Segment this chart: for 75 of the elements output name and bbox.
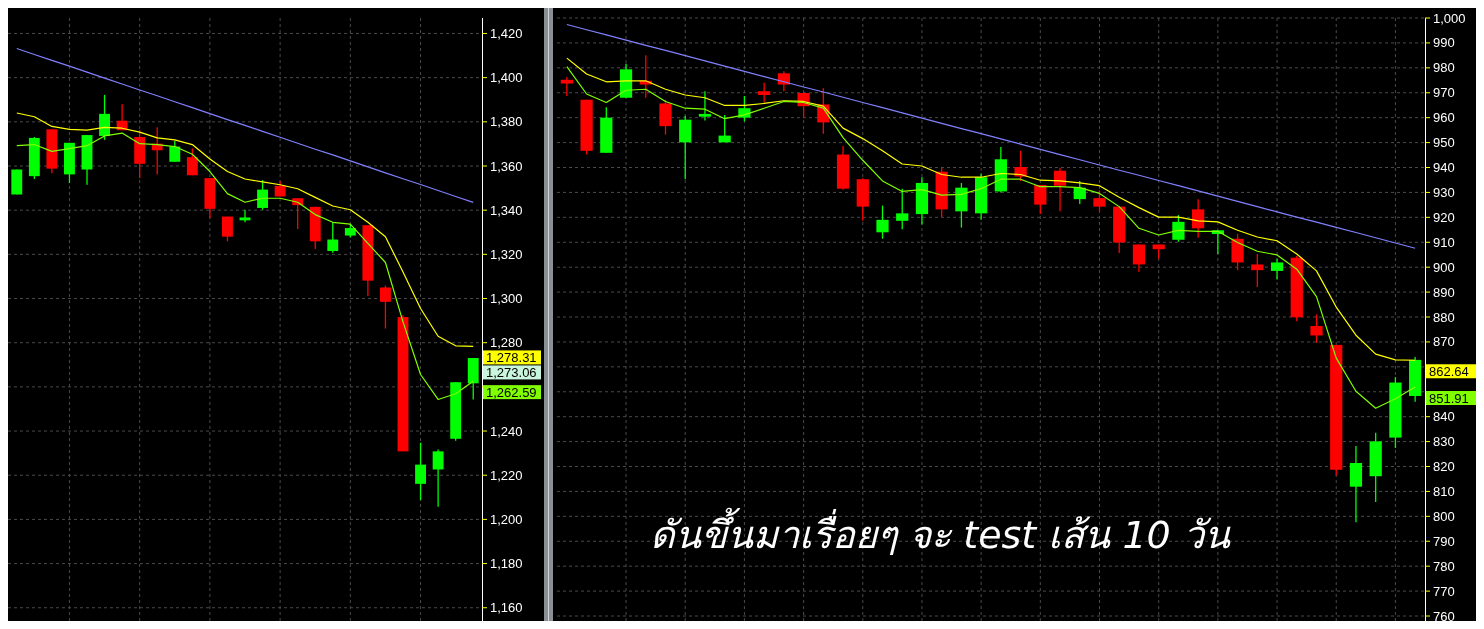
- line-series: [16, 47, 474, 204]
- y-tick-label: 960: [1433, 110, 1455, 126]
- candlestick: [222, 215, 233, 242]
- y-tick-label: 880: [1433, 309, 1455, 325]
- candlestick: [679, 115, 692, 180]
- y-tick-label: 1,380: [490, 114, 523, 130]
- y-tick-label: 1,360: [490, 158, 523, 174]
- y-tick-label: 890: [1433, 284, 1455, 300]
- candlestick: [380, 284, 391, 330]
- candlestick: [432, 448, 444, 508]
- y-tick-label: 1,000: [1433, 10, 1466, 26]
- y-tick-label: 1,180: [490, 556, 523, 572]
- candlestick: [896, 188, 909, 230]
- text: 1,273.06: [486, 364, 537, 380]
- y-tick-label: 840: [1433, 409, 1455, 425]
- y-tick-label: 1,300: [490, 291, 523, 307]
- candlestick: [169, 140, 181, 163]
- candlestick: [1093, 189, 1106, 213]
- candlestick: [1034, 184, 1047, 215]
- y-tick-label: 950: [1433, 135, 1455, 151]
- candlestick: [955, 182, 968, 229]
- y-tick-label: 1,240: [490, 423, 523, 439]
- y-tick-label: 810: [1433, 483, 1455, 499]
- y-tick-label: 920: [1433, 209, 1455, 225]
- candlestick: [698, 90, 712, 122]
- candlestick: [758, 82, 771, 104]
- data-label: 1,262.59: [486, 384, 537, 400]
- candlestick: [99, 94, 110, 141]
- candlestick: [659, 99, 672, 136]
- y-tick-label: 1,340: [490, 202, 523, 218]
- y-tick-label: 830: [1433, 434, 1455, 450]
- candlestick: [1172, 214, 1185, 243]
- line-series: [566, 23, 1416, 249]
- data-label: 851.91: [1429, 390, 1469, 406]
- y-tick-label: 1,160: [490, 600, 523, 616]
- candlestick: [415, 442, 426, 501]
- y-tick-label: 1,320: [490, 246, 523, 262]
- candlestick: [1014, 150, 1027, 182]
- y-tick-label: 870: [1433, 334, 1455, 350]
- candlestick: [327, 221, 339, 254]
- y-tick-label: 990: [1433, 35, 1455, 51]
- candlestick: [876, 204, 889, 240]
- y-tick-label: 1,200: [490, 511, 523, 527]
- candlestick: [257, 179, 268, 211]
- data-label: 862.64: [1429, 363, 1469, 379]
- candlestick: [239, 209, 251, 223]
- annotation: ดันขึ้นมาเรื่อยๆ จะ test เส้น 10 วัน: [650, 507, 1231, 557]
- y-tick-label: 760: [1433, 608, 1455, 624]
- candlestick: [560, 76, 573, 97]
- y-tick-label: 790: [1433, 533, 1455, 549]
- line-series: [16, 112, 474, 348]
- candlestick: [1231, 233, 1244, 271]
- y-tick-label: 980: [1433, 60, 1455, 76]
- y-tick-label: 900: [1433, 259, 1455, 275]
- y-tick-label: 1,420: [490, 26, 523, 42]
- candlestick: [1192, 198, 1205, 239]
- y-tick-label: 1,280: [490, 335, 523, 351]
- y-tick-label: 1,220: [490, 467, 523, 483]
- y-tick-label: 780: [1433, 558, 1455, 574]
- y-tick-label: 1,400: [490, 70, 523, 86]
- candlestick: [777, 70, 790, 92]
- candlestick: [1349, 445, 1363, 523]
- data-label: 1,278.31: [486, 349, 537, 365]
- y-tick-label: 820: [1433, 459, 1455, 475]
- y-tick-label: 910: [1433, 234, 1455, 250]
- candlestick: [1251, 253, 1264, 288]
- y-tick-label: 940: [1433, 160, 1455, 176]
- candlestick: [1310, 313, 1323, 344]
- candlestick: [186, 147, 198, 176]
- y-tick-label: 770: [1433, 583, 1455, 599]
- y-tick-label: 800: [1433, 508, 1455, 524]
- candlestick: [1270, 258, 1284, 281]
- y-tick-label: 970: [1433, 85, 1455, 101]
- y-tick-label: 930: [1433, 184, 1455, 200]
- candlestick: [1132, 243, 1146, 273]
